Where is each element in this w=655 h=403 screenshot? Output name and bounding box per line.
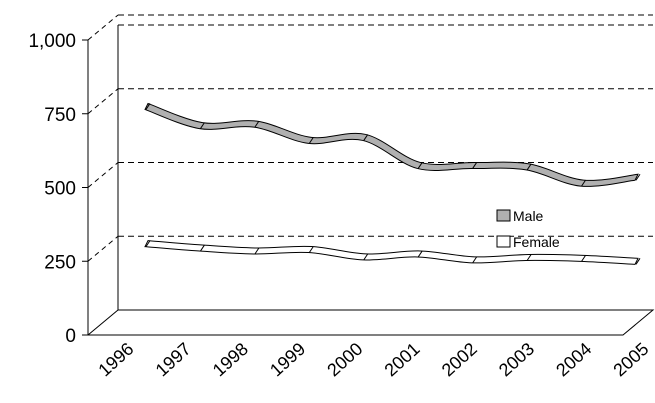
data-point-male <box>417 162 423 169</box>
x-tick-label: 1998 <box>209 339 252 381</box>
data-point-female <box>635 258 641 265</box>
data-point-male <box>254 120 260 128</box>
x-tick-label: 2002 <box>438 339 481 381</box>
gridline-depth <box>87 88 119 115</box>
data-point-female <box>145 240 151 247</box>
x-tick-label: 2003 <box>495 339 538 381</box>
legend-label-male: Male <box>513 208 544 224</box>
data-point-male <box>145 103 151 110</box>
legend-label-female: Female <box>513 234 560 250</box>
data-point-female <box>308 246 314 253</box>
data-point-female <box>417 250 423 258</box>
x-tick-label: 2005 <box>609 339 652 381</box>
y-tick-label: 1,000 <box>28 31 76 52</box>
data-point-male <box>363 134 369 141</box>
y-axis-ticks: 0 250 500 750 1,000 <box>28 31 88 347</box>
gridlines <box>87 14 653 262</box>
data-point-female <box>581 255 586 262</box>
legend-swatch-male <box>496 209 511 222</box>
y-tick-label: 0 <box>65 326 76 347</box>
data-point-male <box>526 163 532 171</box>
x-tick-label: 2000 <box>323 339 366 381</box>
data-point-male <box>581 179 586 187</box>
gridline-depth <box>87 162 119 188</box>
x-tick-label: 1999 <box>266 339 309 381</box>
series-ribbon-male <box>144 102 639 187</box>
x-tick-label: 1997 <box>152 339 195 381</box>
legend: Male Female <box>496 208 560 250</box>
legend-swatch-female <box>496 235 511 248</box>
y-tick-label: 750 <box>44 105 76 126</box>
data-point-female <box>472 256 478 264</box>
y-tick-label: 250 <box>44 252 76 273</box>
x-tick-label: 2001 <box>381 339 424 381</box>
y-tick-label: 500 <box>44 179 76 200</box>
x-tick-label: 1996 <box>94 339 137 381</box>
gridline-depth <box>87 235 119 262</box>
gridline-depth <box>87 14 119 41</box>
x-tick-label: 2004 <box>552 339 595 381</box>
data-point-female <box>526 254 532 261</box>
series-ribbons <box>144 102 641 265</box>
data-point-female <box>200 244 205 252</box>
data-point-male <box>472 162 478 169</box>
series-ribbon-female <box>144 240 639 265</box>
data-point-male <box>308 137 314 144</box>
data-point-male <box>200 122 205 129</box>
data-point-male <box>635 173 641 181</box>
x-axis-ticks: 1996 1997 1998 1999 2000 2001 2002 2003 2004 2005 <box>94 339 652 381</box>
data-point-female <box>254 247 260 255</box>
data-point-female <box>363 253 369 261</box>
chart-floor <box>86 309 655 336</box>
